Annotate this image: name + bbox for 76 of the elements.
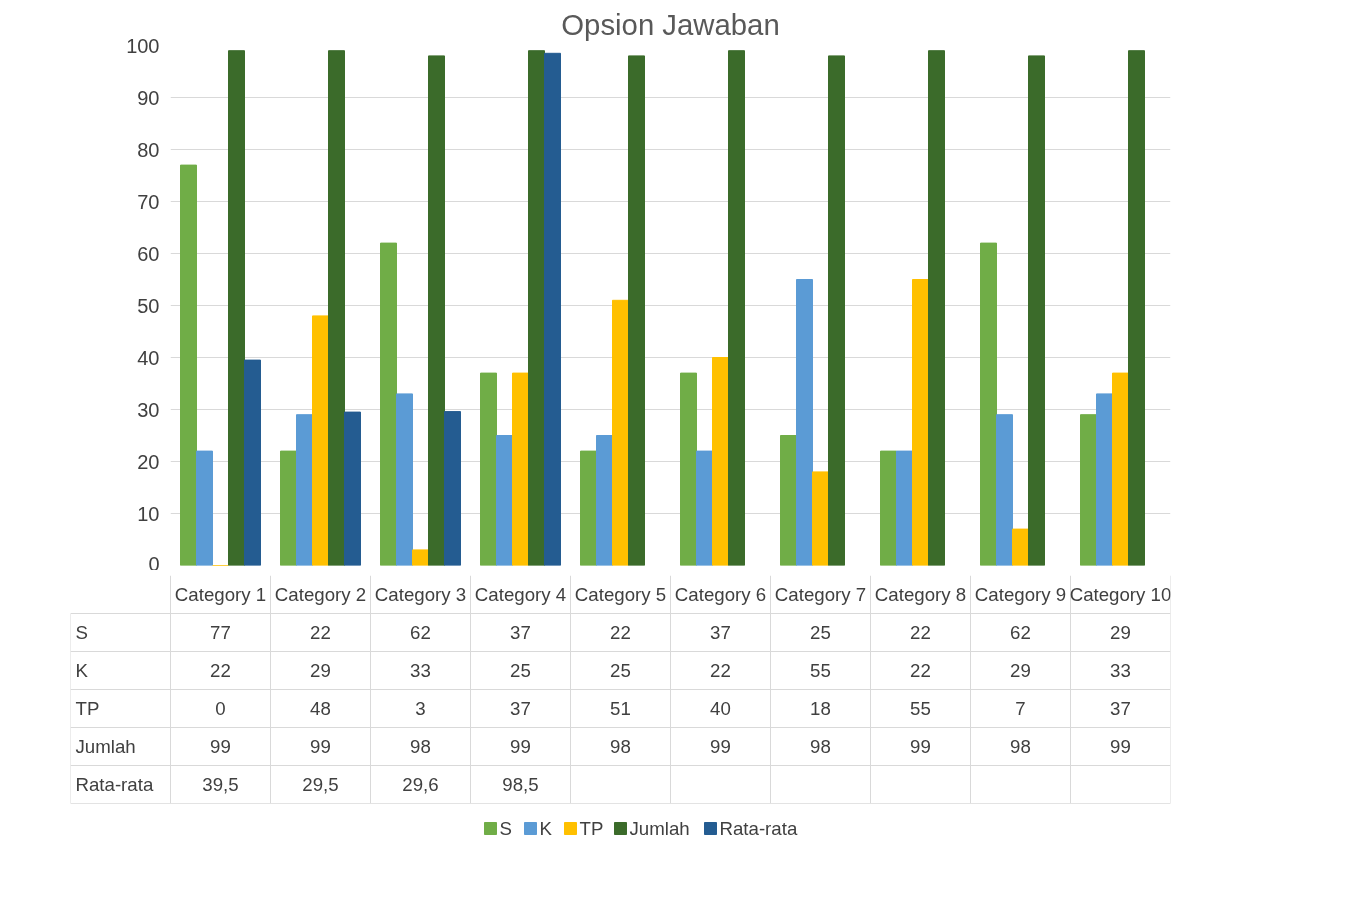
data-label: 99 xyxy=(210,736,231,757)
legend-label: S xyxy=(499,818,512,839)
data-label: 55 xyxy=(910,698,931,719)
data-label: 29,6 xyxy=(402,774,439,795)
text: TP xyxy=(75,698,100,719)
data-label: 39,5 xyxy=(202,774,239,795)
data-label: 29 xyxy=(1010,660,1031,681)
legend-label: TP xyxy=(579,818,604,839)
data-label: 25 xyxy=(510,660,531,681)
data-label: 62 xyxy=(1010,622,1031,643)
data-label: 29 xyxy=(310,660,331,681)
data-label: 77 xyxy=(210,622,231,643)
y-tick-label: 10 xyxy=(137,502,160,525)
data-label: 99 xyxy=(310,736,331,757)
legend-label: Rata-rata xyxy=(719,818,798,839)
data-label: 0 xyxy=(215,698,226,719)
data-label: 51 xyxy=(610,698,631,719)
x-tick-label: Category 4 xyxy=(474,584,567,605)
data-label: 25 xyxy=(610,660,631,681)
text: S xyxy=(75,622,88,643)
y-tick-label: 100 xyxy=(126,34,160,57)
data-label: 99 xyxy=(1110,736,1131,757)
data-label: 25 xyxy=(810,622,831,643)
data-label: 48 xyxy=(310,698,331,719)
legend-label: Jumlah xyxy=(629,818,690,839)
data-label: 3 xyxy=(415,698,426,719)
y-tick-label: 20 xyxy=(137,450,160,473)
x-tick-label: Category 3 xyxy=(374,584,467,605)
chart-title: Opsion Jawaban xyxy=(561,7,780,41)
data-label: 98 xyxy=(1010,736,1031,757)
y-tick-label: 30 xyxy=(137,398,160,421)
data-label: 37 xyxy=(1110,698,1131,719)
y-tick-label: 70 xyxy=(137,190,160,213)
text: K xyxy=(75,660,88,681)
data-label: 98 xyxy=(610,736,631,757)
y-tick-label: 50 xyxy=(137,294,160,317)
data-label: 37 xyxy=(510,698,531,719)
y-tick-label: 90 xyxy=(137,86,160,109)
x-tick-label: Category 7 xyxy=(774,584,867,605)
data-label: 22 xyxy=(210,660,231,681)
y-tick-label: 80 xyxy=(137,138,160,161)
data-label: 99 xyxy=(910,736,931,757)
x-tick-label: Category 2 xyxy=(274,584,367,605)
data-label: 22 xyxy=(910,622,931,643)
y-tick-label: 60 xyxy=(137,242,160,265)
x-tick-label: Category 6 xyxy=(674,584,767,605)
y-tick-label: 40 xyxy=(137,346,160,369)
data-label: 22 xyxy=(310,622,331,643)
data-label: 18 xyxy=(810,698,831,719)
x-tick-label: Category 10 xyxy=(1069,584,1172,605)
data-label: 7 xyxy=(1015,698,1026,719)
y-tick-label: 0 xyxy=(148,552,160,575)
data-label: 62 xyxy=(410,622,431,643)
data-label: 98,5 xyxy=(502,774,539,795)
text: Jumlah xyxy=(75,736,136,757)
x-tick-label: Category 9 xyxy=(974,584,1067,605)
data-label: 98 xyxy=(810,736,831,757)
data-label: 55 xyxy=(810,660,831,681)
data-label: 33 xyxy=(1110,660,1131,681)
data-label: 22 xyxy=(710,660,731,681)
data-label: 22 xyxy=(910,660,931,681)
data-label: 33 xyxy=(410,660,431,681)
data-label: 99 xyxy=(710,736,731,757)
data-label: 37 xyxy=(710,622,731,643)
data-label: 29,5 xyxy=(302,774,339,795)
data-label: 99 xyxy=(510,736,531,757)
x-tick-label: Category 5 xyxy=(574,584,667,605)
x-tick-label: Category 1 xyxy=(174,584,267,605)
data-label: 29 xyxy=(1110,622,1131,643)
data-label: 98 xyxy=(410,736,431,757)
data-label: 40 xyxy=(710,698,731,719)
text: Rata-rata xyxy=(75,774,154,795)
x-tick-label: Category 8 xyxy=(874,584,967,605)
data-label: 22 xyxy=(610,622,631,643)
data-label: 37 xyxy=(510,622,531,643)
legend-label: K xyxy=(539,818,553,839)
